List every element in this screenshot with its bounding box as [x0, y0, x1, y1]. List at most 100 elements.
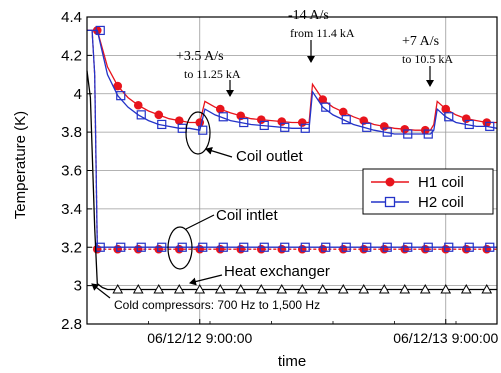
- point-h1-coil-coil-outlet: [461, 114, 471, 123]
- point-h1-coil-coil-intlet: [338, 244, 348, 254]
- heat-exchanger-leader: [189, 274, 223, 286]
- point-h2-coil-coil-intlet: [280, 242, 290, 252]
- coil-inlet-leader: [185, 214, 215, 230]
- point-h2-coil-coil-outlet: [116, 91, 126, 101]
- point-heat-exchanger-series: [317, 283, 329, 294]
- point-h1-coil-coil-outlet: [297, 118, 307, 127]
- point-h2-coil-coil-outlet: [300, 123, 310, 133]
- point-h2-coil-coil-outlet: [485, 121, 495, 131]
- point-h2-coil-coil-outlet: [362, 122, 372, 132]
- point-h1-coil-coil-outlet: [174, 116, 184, 125]
- point-h2-coil-coil-intlet: [444, 242, 454, 252]
- point-h1-coil-coil-outlet: [154, 110, 164, 120]
- point-heat-exchanger-series: [481, 283, 493, 294]
- point-h1-coil-coil-intlet: [441, 244, 451, 254]
- point-heat-exchanger-series: [440, 283, 452, 294]
- point-h2-coil-coil-intlet: [157, 242, 167, 252]
- point-h1-coil-coil-outlet: [277, 117, 287, 126]
- point-heat-exchanger-series: [194, 283, 206, 294]
- point-h1-coil-coil-outlet: [400, 124, 410, 134]
- point-h1-coil-coil-outlet: [379, 122, 389, 131]
- point-h1-coil-coil-intlet: [297, 244, 307, 254]
- x-tick-label: 06/12/13 9:00:00: [393, 330, 498, 346]
- legend-marker-h1: [385, 177, 395, 187]
- point-heat-exchanger-series: [419, 283, 431, 294]
- point-h2-coil-coil-intlet: [239, 242, 249, 252]
- ramp1-rate: +3.5 A/s: [176, 49, 224, 64]
- heat-exchanger-label: Heat exchanger: [224, 263, 330, 280]
- point-h2-coil-coil-intlet: [218, 242, 228, 252]
- annotations: +3.5 A/s to 11.25 kA -14 A/s from 11.4 k…: [91, 8, 453, 312]
- y-tick-label: 3.8: [61, 124, 82, 141]
- point-h2-coil-coil-outlet: [382, 127, 392, 137]
- point-h1-coil-coil-outlet: [133, 100, 143, 110]
- y-tick-label: 4.2: [61, 47, 82, 64]
- series-line-h1-coil-coil-outlet: [87, 29, 497, 131]
- point-h2-coil-coil-intlet: [464, 242, 474, 252]
- point-h2-coil-coil-outlet: [157, 119, 167, 130]
- point-h2-coil-coil-intlet: [95, 242, 105, 252]
- legend-label-h1: H1 coil: [418, 174, 464, 191]
- series-line-heat-exchanger-series: [86, 70, 497, 291]
- coil-inlet-label: Coil intlet: [216, 207, 279, 224]
- point-h1-coil-coil-intlet: [379, 244, 389, 254]
- point-h1-coil-coil-intlet: [318, 244, 328, 254]
- point-heat-exchanger-series: [153, 283, 165, 294]
- point-h1-coil-coil-intlet: [113, 244, 123, 254]
- point-heat-exchanger-series: [460, 283, 472, 294]
- ramp3-detail: to 10.5 kA: [402, 52, 453, 66]
- point-h2-coil-coil-outlet: [341, 115, 351, 125]
- point-heat-exchanger-series: [112, 283, 124, 294]
- point-h1-coil-coil-outlet: [215, 104, 225, 114]
- series-line-h2-coil-coil-intlet: [87, 29, 497, 248]
- point-h1-coil-coil-intlet: [420, 244, 430, 254]
- point-h2-coil-coil-outlet: [464, 119, 474, 130]
- point-h2-coil-coil-intlet: [300, 242, 310, 252]
- ramp2-rate: -14 A/s: [288, 8, 329, 23]
- point-h1-coil-coil-intlet: [461, 244, 471, 254]
- point-h1-coil-coil-intlet: [133, 244, 143, 254]
- point-h2-coil-coil-outlet: [403, 129, 413, 139]
- point-heat-exchanger-series: [132, 283, 144, 294]
- point-h1-coil-coil-intlet: [154, 244, 164, 254]
- point-h1-coil-coil-outlet: [318, 95, 328, 104]
- point-h2-coil-coil-intlet: [116, 242, 126, 252]
- point-h1-coil-coil-outlet: [256, 115, 266, 124]
- ramp2-detail: from 11.4 kA: [290, 26, 355, 40]
- point-heat-exchanger-series: [214, 283, 226, 294]
- point-h2-coil-coil-intlet: [136, 242, 146, 252]
- legend: H1 coil H2 coil: [362, 168, 494, 215]
- point-h2-coil-coil-intlet: [423, 242, 433, 252]
- point-h2-coil-coil-intlet: [177, 242, 187, 252]
- point-h1-coil-coil-outlet: [338, 107, 348, 117]
- series-line-h1-coil-coil-intlet: [87, 29, 497, 250]
- point-heat-exchanger-series: [235, 283, 247, 294]
- point-h2-coil-coil-intlet: [341, 242, 351, 252]
- point-h1-coil-coil-intlet: [256, 244, 266, 254]
- ramp1-detail: to 11.25 kA: [184, 67, 241, 81]
- point-h1-coil-coil-intlet: [482, 244, 492, 254]
- point-h2-coil-coil-outlet: [280, 122, 290, 132]
- point-h2-coil-coil-outlet: [259, 120, 269, 131]
- point-h2-coil-coil-intlet: [321, 242, 331, 252]
- legend-label-h2: H2 coil: [418, 194, 464, 211]
- legend-box: [362, 168, 494, 215]
- point-h1-coil-coil-intlet: [195, 244, 205, 254]
- point-h1-coil-coil-intlet: [174, 244, 184, 254]
- point-h2-coil-coil-outlet: [198, 125, 208, 135]
- point-h2-coil-coil-intlet: [382, 242, 392, 252]
- point-h1-coil-coil-intlet: [400, 244, 410, 254]
- coil-outlet-label: Coil outlet: [236, 148, 304, 165]
- y-axis-label: Temperature (K): [12, 111, 29, 219]
- y-tick-label: 2.8: [61, 316, 82, 333]
- point-heat-exchanger-series: [296, 283, 308, 294]
- y-tick-label: 3.2: [61, 239, 82, 256]
- series-layer: [86, 25, 498, 294]
- y-tick-label: 4.4: [61, 9, 82, 26]
- point-heat-exchanger-series: [358, 283, 370, 294]
- y-tick-label: 3: [74, 278, 82, 295]
- point-h2-coil-coil-outlet: [218, 112, 228, 122]
- point-h2-coil-coil-intlet: [198, 242, 208, 252]
- point-heat-exchanger-series: [173, 283, 185, 294]
